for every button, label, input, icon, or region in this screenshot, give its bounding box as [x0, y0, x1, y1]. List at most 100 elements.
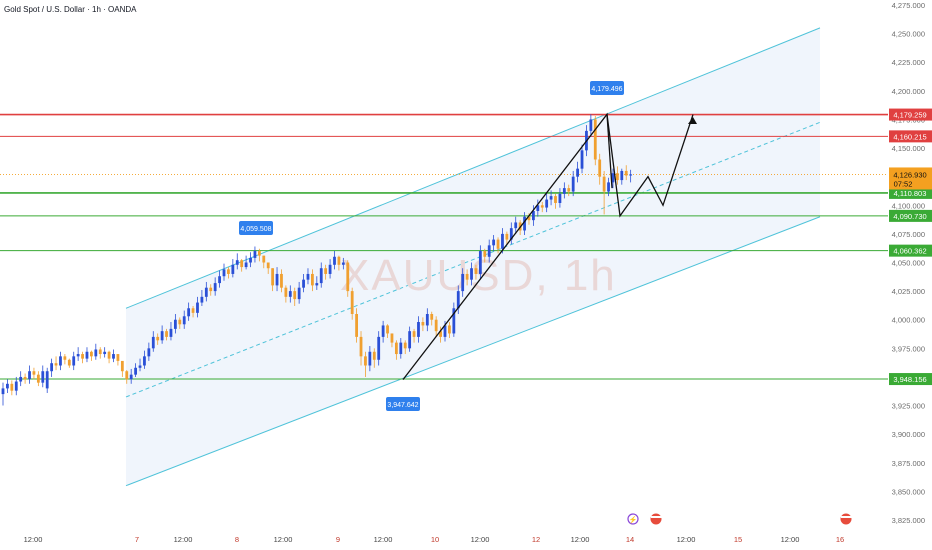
level-price-label: 4,110.803 — [894, 189, 927, 198]
candle-body — [624, 170, 628, 176]
candle-body — [403, 342, 407, 349]
candle-body — [231, 264, 235, 274]
price-callout-box — [386, 397, 420, 411]
candle-body — [45, 371, 49, 389]
level-price-tag — [889, 108, 932, 121]
candle-body — [253, 251, 257, 258]
price-callout-box — [239, 221, 273, 235]
us-flag-event-icon[interactable] — [650, 513, 662, 525]
lightning-event-icon[interactable] — [627, 513, 639, 525]
us-flag-event-icon-2[interactable] — [840, 513, 852, 525]
candle-body — [1, 388, 5, 395]
y-tick-label: 3,875.000 — [892, 459, 925, 468]
y-tick-label: 3,975.000 — [892, 344, 925, 353]
candle-body — [28, 371, 31, 380]
lightning-glyph-icon: ⚡ — [629, 515, 638, 524]
candle-body — [337, 256, 341, 265]
candle-body — [527, 216, 531, 221]
candle-body — [191, 308, 195, 313]
candle-body — [554, 196, 557, 203]
candle-body — [72, 356, 76, 366]
y-tick-label: 3,925.000 — [892, 402, 925, 411]
x-tick-label: 12 — [532, 535, 540, 544]
price-callout-box — [590, 81, 624, 95]
candle-body — [266, 262, 270, 269]
candle-body — [629, 174, 633, 176]
candle-body — [178, 319, 182, 325]
level-price-label: 4,160.215 — [893, 132, 926, 141]
candle-body — [315, 283, 319, 286]
candle-body — [615, 173, 619, 181]
candle-body — [275, 273, 279, 286]
candle-body — [23, 376, 27, 380]
candle-body — [227, 269, 230, 274]
chart-title: Gold Spot / U.S. Dollar · 1h · OANDA — [4, 5, 137, 14]
candle-body — [116, 354, 120, 361]
watermark: XAUUSD, 1h — [340, 251, 617, 300]
candle-body — [536, 205, 540, 211]
current-countdown: 07:52 — [894, 179, 913, 188]
candle-body — [589, 119, 593, 131]
price-callout-label: 4,179.496 — [591, 86, 622, 93]
candle-body — [222, 269, 226, 277]
candle-body — [134, 367, 137, 375]
x-tick-label: 12:00 — [274, 535, 293, 544]
candle-body — [452, 308, 456, 334]
y-tick-label: 3,825.000 — [892, 516, 925, 525]
candle-body — [112, 354, 115, 359]
x-tick-label: 12:00 — [174, 535, 193, 544]
candle-body — [377, 336, 381, 360]
candle-body — [129, 374, 133, 380]
x-tick-label: 12:00 — [24, 535, 43, 544]
candle-body — [434, 319, 438, 332]
candle-body — [439, 331, 442, 337]
candle-body — [364, 356, 367, 366]
candle-body — [350, 291, 354, 314]
candle-body — [620, 170, 624, 181]
candle-body — [249, 257, 252, 263]
candle-body — [430, 314, 434, 320]
candle-body — [558, 193, 562, 203]
us-flag-stripe-icon-2 — [841, 516, 852, 518]
candle-body — [151, 336, 155, 349]
candle-body — [598, 159, 602, 177]
candle-body — [425, 314, 429, 326]
forecast-arrow-head — [688, 117, 697, 124]
level-price-label: 4,090.730 — [893, 212, 926, 221]
candle-body — [50, 363, 54, 372]
candle-body — [470, 268, 473, 280]
candle-body — [448, 325, 451, 334]
candle-body — [456, 291, 460, 309]
candle-body — [576, 168, 579, 177]
candle-body — [143, 356, 146, 366]
candle-body — [138, 365, 142, 368]
y-tick-label: 4,200.000 — [892, 87, 925, 96]
y-tick-label: 4,050.000 — [892, 259, 925, 268]
candle-body — [523, 216, 526, 231]
y-tick-label: 4,225.000 — [892, 58, 925, 67]
x-tick-label: 9 — [336, 535, 340, 544]
candle-body — [593, 119, 597, 160]
price-callout-label: 3,947.642 — [387, 402, 418, 409]
level-price-tag — [889, 209, 932, 222]
level-price-tag — [889, 186, 932, 199]
candle-body — [160, 331, 164, 341]
channel-fill — [126, 27, 820, 486]
candle-body — [200, 296, 204, 303]
candle-body — [297, 287, 301, 300]
forecast-drop — [606, 114, 613, 189]
price-callout-label: 4,059.508 — [240, 226, 271, 233]
candle-body — [607, 182, 610, 192]
candle-body — [399, 342, 403, 355]
candle-body — [372, 351, 376, 360]
candle-body — [514, 222, 518, 229]
candle-body — [328, 264, 332, 274]
candle-body — [32, 371, 36, 375]
x-tick-label: 15 — [734, 535, 742, 544]
x-tick-label: 7 — [135, 535, 139, 544]
y-tick-label: 4,075.000 — [892, 230, 925, 239]
candle-body — [280, 273, 283, 288]
forecast-path — [402, 112, 694, 381]
candle-body — [333, 256, 336, 265]
